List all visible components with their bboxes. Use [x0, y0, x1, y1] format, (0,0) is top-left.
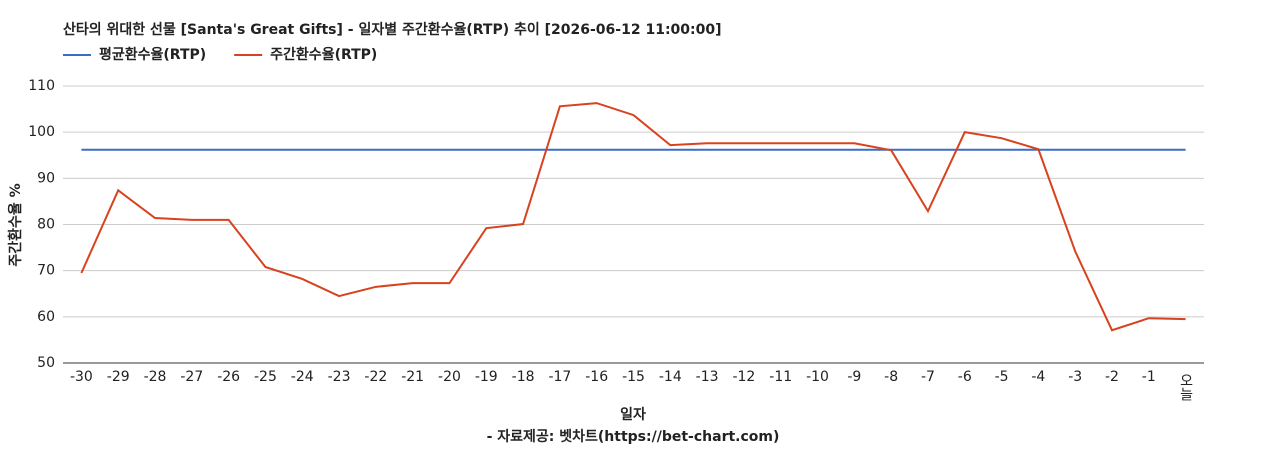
x-axis-title: 일자 — [620, 407, 646, 423]
x-tick-label: -1 — [1142, 369, 1156, 385]
x-tick-label: -10 — [806, 369, 829, 385]
legend-label: 주간환수율(RTP) — [270, 46, 377, 63]
x-tick-label: 오늘 — [1178, 373, 1194, 401]
x-tick-label: -9 — [847, 369, 861, 385]
y-tick-label: 110 — [28, 78, 55, 94]
x-tick-label: -19 — [475, 369, 498, 385]
x-tick-label: -8 — [884, 369, 898, 385]
x-tick-label: -21 — [401, 369, 424, 385]
y-axis-title: 주간환수율 % — [7, 183, 24, 266]
x-tick-label: -15 — [622, 369, 645, 385]
x-tick-label: -22 — [364, 369, 387, 385]
y-tick-label: 50 — [37, 355, 55, 371]
y-tick-label: 90 — [37, 170, 55, 186]
x-tick-label: -3 — [1068, 369, 1082, 385]
x-tick-label: -18 — [512, 369, 535, 385]
x-tick-label: -5 — [995, 369, 1009, 385]
y-tick-label: 60 — [37, 309, 55, 325]
x-tick-label: -29 — [107, 369, 130, 385]
x-tick-label: -4 — [1031, 369, 1045, 385]
x-tick-label: -2 — [1105, 369, 1119, 385]
x-tick-label: -27 — [180, 369, 203, 385]
y-tick-label: 70 — [37, 263, 55, 279]
x-tick-label: -25 — [254, 369, 277, 385]
x-tick-label: -7 — [921, 369, 935, 385]
x-tick-label: -17 — [548, 369, 571, 385]
x-tick-label: -28 — [144, 369, 167, 385]
x-tick-label: -12 — [732, 369, 755, 385]
chart-title: 산타의 위대한 선물 [Santa's Great Gifts] - 일자별 주… — [63, 21, 722, 38]
x-tick-label: -6 — [958, 369, 972, 385]
y-tick-label: 80 — [37, 217, 55, 233]
x-tick-label: -24 — [291, 369, 314, 385]
x-tick-label: -11 — [769, 369, 792, 385]
source-note: - 자료제공: 벳차트(https://bet-chart.com) — [487, 428, 780, 445]
x-tick-label: -13 — [696, 369, 719, 385]
x-tick-label: -16 — [585, 369, 608, 385]
x-tick-label: -23 — [328, 369, 351, 385]
y-tick-label: 100 — [28, 124, 55, 140]
series-line — [80, 102, 1186, 332]
x-tick-label: -14 — [659, 369, 682, 385]
x-tick-label: -26 — [217, 369, 240, 385]
x-tick-label: -20 — [438, 369, 461, 385]
legend-label: 평균환수율(RTP) — [99, 46, 206, 63]
x-tick-label: -30 — [70, 369, 93, 385]
